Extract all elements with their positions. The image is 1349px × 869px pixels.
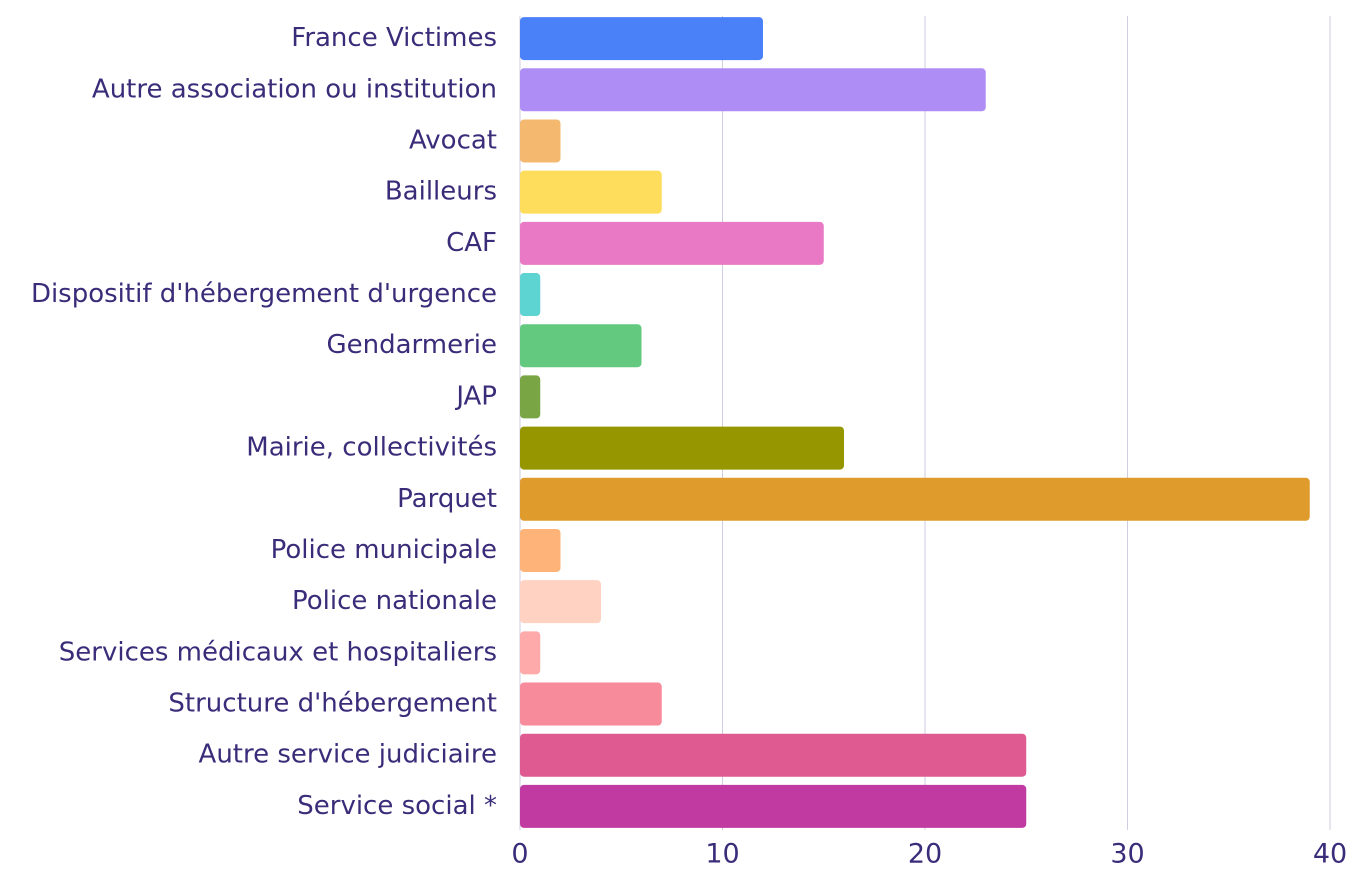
bar	[520, 221, 824, 265]
y-tick-label: Bailleurs	[385, 177, 497, 207]
y-tick-label: Police nationale	[292, 586, 497, 616]
y-tick-label: Gendarmerie	[326, 330, 497, 360]
x-tick-label: 0	[511, 839, 528, 869]
bar	[520, 273, 541, 317]
y-tick-label: Autre service judiciaire	[199, 740, 497, 770]
y-tick-label: Services médicaux et hospitaliers	[59, 637, 497, 667]
y-tick-label: CAF	[446, 228, 497, 258]
y-tick-label: Structure d'hébergement	[168, 689, 497, 719]
bar	[520, 631, 541, 675]
y-tick-label: France Victimes	[291, 23, 497, 53]
bar	[520, 170, 662, 214]
x-tick-label: 40	[1313, 839, 1347, 869]
y-tick-label: Mairie, collectivités	[246, 433, 497, 463]
y-tick-label: JAP	[454, 381, 497, 411]
bar	[520, 733, 1027, 777]
bar	[520, 426, 844, 470]
bar	[520, 784, 1027, 828]
bar	[520, 324, 642, 368]
bar	[520, 375, 541, 419]
y-tick-label: Parquet	[397, 484, 497, 514]
bar	[520, 17, 763, 61]
bar	[520, 682, 662, 726]
bar	[520, 580, 601, 624]
bar	[520, 477, 1310, 521]
x-tick-label: 30	[1110, 839, 1144, 869]
bar	[520, 528, 561, 572]
y-tick-label: Dispositif d'hébergement d'urgence	[31, 279, 497, 309]
x-tick-label: 10	[705, 839, 739, 869]
y-tick-label: Police municipale	[271, 535, 497, 565]
y-tick-label: Avocat	[409, 125, 497, 155]
bar	[520, 68, 986, 112]
y-tick-label: Service social *	[297, 791, 497, 821]
y-tick-label: Autre association ou institution	[92, 74, 497, 104]
x-tick-label: 20	[908, 839, 942, 869]
bar	[520, 119, 561, 163]
